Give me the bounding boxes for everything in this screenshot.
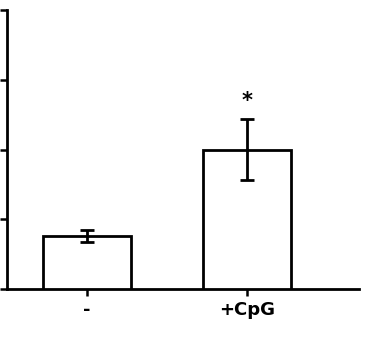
Text: *: * <box>242 90 253 111</box>
Bar <box>43 236 131 289</box>
Bar <box>203 150 291 289</box>
